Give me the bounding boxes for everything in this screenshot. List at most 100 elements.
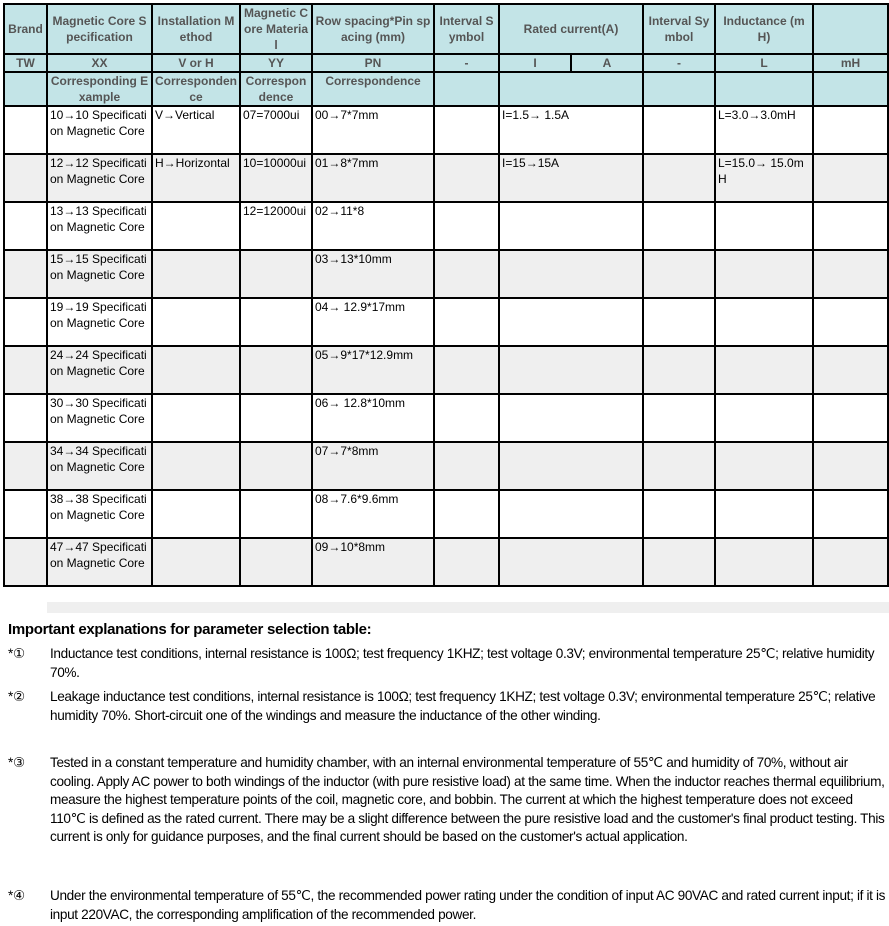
- code-cell: I: [498, 53, 572, 73]
- table-cell: [433, 393, 500, 443]
- table-cell: 12→12 Specification Magnetic Core: [46, 153, 153, 203]
- table-row: 10→10 Specification Magnetic Core V→Verti…: [3, 105, 889, 155]
- table-cell: [714, 297, 814, 347]
- table-cell: [3, 105, 48, 155]
- note-mark: *②: [8, 689, 25, 704]
- table-cell: [812, 153, 889, 203]
- code-cell: -: [642, 53, 716, 73]
- header-cell: Inductance (mH): [714, 3, 814, 55]
- header-cell: Interval Symbol: [642, 3, 716, 55]
- table-cell: 05→9*17*12.9mm: [311, 345, 435, 395]
- table-cell: [812, 249, 889, 299]
- header-cell: Magnetic Core Material: [239, 3, 313, 55]
- table-cell: H→Horizontal: [151, 153, 241, 203]
- table-cell: 10→10 Specification Magnetic Core: [46, 105, 153, 155]
- table-cell: [642, 297, 716, 347]
- table-cell: [812, 441, 889, 491]
- table-cell: [151, 537, 241, 587]
- table-cell: [642, 153, 716, 203]
- table-cell: 24→24 Specification Magnetic Core: [46, 345, 153, 395]
- table-cell: [3, 393, 48, 443]
- header-cell: Interval Symbol: [433, 3, 500, 55]
- header-row: Brand Magnetic Core Specification Instal…: [3, 3, 889, 55]
- table-cell: 02→11*8: [311, 201, 435, 251]
- table-cell: 08→7.6*9.6mm: [311, 489, 435, 539]
- table-cell: L=15.0→ 15.0mH: [714, 153, 814, 203]
- table-cell: [239, 441, 313, 491]
- table-cell: [714, 345, 814, 395]
- sub-header-cell: Correspondence: [239, 71, 313, 107]
- table-cell: 06→ 12.8*10mm: [311, 393, 435, 443]
- header-cell: Magnetic Core Specification: [46, 3, 153, 55]
- table-cell: [151, 201, 241, 251]
- table-cell: 15→15 Specification Magnetic Core: [46, 249, 153, 299]
- code-cell: A: [570, 53, 644, 73]
- table-cell: 34→34 Specification Magnetic Core: [46, 441, 153, 491]
- table-cell: [3, 249, 48, 299]
- parameter-selection-table: Brand Magnetic Core Specification Instal…: [3, 3, 889, 587]
- sub-header-cell: Correspondence: [151, 71, 241, 107]
- table-cell: I=1.5→ 1.5A: [498, 105, 644, 155]
- table-cell: [714, 249, 814, 299]
- table-row: 34→34 Specification Magnetic Core 07→7*8m…: [3, 441, 889, 491]
- table-row: 24→24 Specification Magnetic Core 05→9*17…: [3, 345, 889, 395]
- table-cell: [433, 345, 500, 395]
- table-cell: [433, 441, 500, 491]
- code-cell: L: [714, 53, 814, 73]
- table-cell: [498, 249, 644, 299]
- sub-header-cell: [498, 71, 644, 107]
- table-cell: [433, 489, 500, 539]
- note-mark: *③: [8, 755, 25, 770]
- table-cell: [151, 249, 241, 299]
- table-cell: [3, 537, 48, 587]
- table-cell: [151, 489, 241, 539]
- sub-header-row: Corresponding Example Correspondence Corre…: [3, 71, 889, 107]
- table-cell: [498, 201, 644, 251]
- table-cell: [498, 297, 644, 347]
- table-cell: [812, 297, 889, 347]
- table-row: 38→38 Specification Magnetic Core 08→7.6*…: [3, 489, 889, 539]
- table-cell: [3, 153, 48, 203]
- table-cell: [498, 537, 644, 587]
- table-cell: [3, 441, 48, 491]
- table-cell: [812, 537, 889, 587]
- sub-header-cell: [433, 71, 500, 107]
- table-cell: 38→38 Specification Magnetic Core: [46, 489, 153, 539]
- table-cell: 12=12000ui: [239, 201, 313, 251]
- table-cell: [433, 201, 500, 251]
- table-cell: [3, 345, 48, 395]
- table-cell: [714, 393, 814, 443]
- table-cell: [498, 489, 644, 539]
- note-text: Leakage inductance test conditions, inte…: [50, 689, 876, 723]
- table-cell: [642, 249, 716, 299]
- table-cell: [151, 393, 241, 443]
- table-row: 13→13 Specification Magnetic Core 12=1200…: [3, 201, 889, 251]
- table-cell: [239, 249, 313, 299]
- table-cell: [642, 201, 716, 251]
- table-cell: [433, 537, 500, 587]
- table-cell: 03→13*10mm: [311, 249, 435, 299]
- notes-title: Important explanations for parameter sel…: [8, 621, 372, 638]
- table-cell: [714, 489, 814, 539]
- sub-header-cell: [642, 71, 716, 107]
- table-cell: [239, 489, 313, 539]
- table-cell: [642, 393, 716, 443]
- table-cell: [714, 441, 814, 491]
- table-cell: [714, 537, 814, 587]
- table-cell: [433, 105, 500, 155]
- header-cell: Installation Method: [151, 3, 241, 55]
- table-cell: 00→7*7mm: [311, 105, 435, 155]
- table-cell: [433, 153, 500, 203]
- code-cell: -: [433, 53, 500, 73]
- table-cell: 47→47 Specification Magnetic Core: [46, 537, 153, 587]
- table-cell: 04→ 12.9*17mm: [311, 297, 435, 347]
- table-cell: [3, 489, 48, 539]
- table-cell: [239, 537, 313, 587]
- code-cell: V or H: [151, 53, 241, 73]
- table-cell: [642, 489, 716, 539]
- header-cell: Brand: [3, 3, 48, 55]
- sub-header-cell: Correspondence: [311, 71, 435, 107]
- table-cell: [3, 297, 48, 347]
- table-cell: [151, 297, 241, 347]
